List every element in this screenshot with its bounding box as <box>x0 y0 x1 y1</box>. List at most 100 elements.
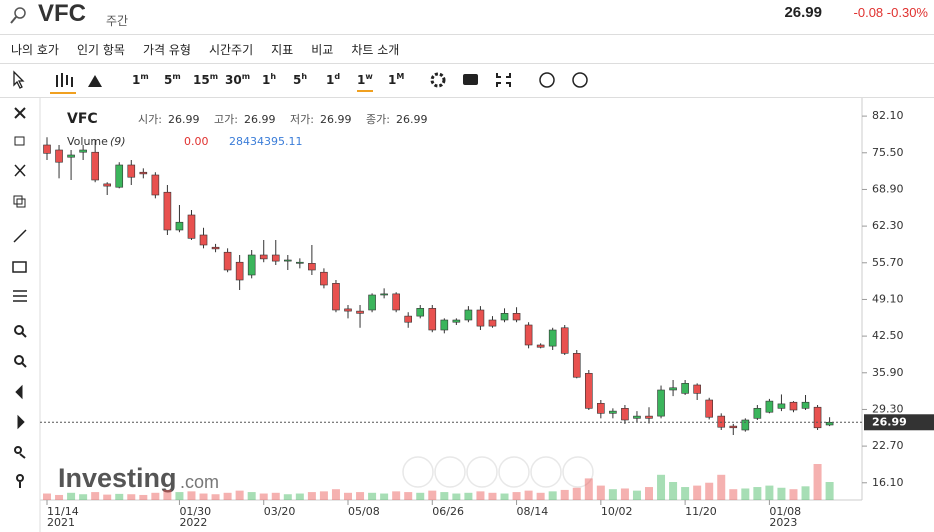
candle-body <box>440 319 449 331</box>
volume-bar <box>223 492 232 500</box>
fullscreen-icon[interactable] <box>496 73 511 87</box>
nav-buttons[interactable] <box>402 456 594 488</box>
drawing-tools[interactable] <box>12 107 27 488</box>
candle-body <box>416 308 425 317</box>
volume-bar <box>813 464 822 500</box>
change-value: -0.08 <box>853 5 884 20</box>
volume-bar <box>777 487 786 500</box>
candle-body <box>512 313 521 321</box>
x-tick-label: 01/30 <box>179 505 211 518</box>
interval[interactable]: 30m <box>225 72 250 87</box>
candle-body <box>259 254 268 260</box>
x-tick-label: 11/14 <box>47 505 79 518</box>
x-tick-label: 01/08 <box>769 505 801 518</box>
interval[interactable]: 1w <box>357 72 373 92</box>
candle-body <box>705 399 714 418</box>
legend-field-label: 저가: <box>290 113 314 126</box>
volume-bar <box>512 492 521 500</box>
upload-icon[interactable] <box>572 72 588 88</box>
volume-label: Volume <box>67 135 108 148</box>
candle-body <box>476 309 485 327</box>
download-icon[interactable] <box>539 72 555 88</box>
candle-body <box>548 329 557 347</box>
volume-bar <box>319 491 328 500</box>
volume-bar <box>271 492 280 500</box>
interval-number: 15 <box>193 73 210 87</box>
volume-value: 28434395.11 <box>229 135 302 148</box>
volume-bar <box>199 493 208 500</box>
logo-brand: Investing <box>58 463 177 493</box>
volume-bar <box>368 492 377 500</box>
x-tick-label: 11/20 <box>685 505 717 518</box>
candle-body <box>55 149 63 163</box>
legend-field-label: 종가: <box>366 113 390 126</box>
menu-item[interactable]: 시간주기 <box>208 43 254 57</box>
menu-item[interactable]: 나의 호가 <box>11 43 59 57</box>
candle-body <box>380 293 388 296</box>
candle-body <box>633 415 641 419</box>
volume-bar <box>67 492 76 500</box>
volume-bar <box>500 493 509 500</box>
candle-body <box>247 254 256 276</box>
menu-item[interactable]: 차트 소개 <box>351 43 400 57</box>
y-tick-label: 82.10 <box>872 109 904 122</box>
interval-number: 1 <box>326 73 335 87</box>
interval[interactable]: 1M <box>388 72 404 87</box>
candle-body <box>43 144 51 154</box>
candle-body <box>801 401 810 409</box>
volume-bar <box>620 488 629 500</box>
candle-body <box>813 406 822 429</box>
area-icon[interactable] <box>88 75 102 87</box>
y-tick-label: 55.70 <box>872 256 904 269</box>
volume-bar <box>380 493 389 500</box>
menu-item[interactable]: 지표 <box>271 43 294 57</box>
price: 26.99 <box>784 4 822 21</box>
candle-body <box>645 415 653 419</box>
candle-body <box>621 408 629 421</box>
candle-body <box>344 308 352 312</box>
volume-bar <box>765 485 774 500</box>
menu-item[interactable]: 인기 항목 <box>76 43 125 57</box>
settings-icon[interactable] <box>430 72 446 88</box>
candle-body <box>681 383 689 394</box>
volume-bar <box>175 492 184 500</box>
candle-body <box>235 261 244 281</box>
volume-bar <box>801 486 810 500</box>
candle-body <box>741 419 750 431</box>
candle-body <box>175 221 184 231</box>
volume-bar <box>283 494 292 500</box>
interval[interactable]: 1d <box>326 72 340 87</box>
menu-item[interactable]: 비교 <box>311 43 334 57</box>
candle-body <box>127 164 136 178</box>
search-icon[interactable] <box>8 5 30 27</box>
interval[interactable]: 1h <box>262 72 276 87</box>
last-price-tag <box>864 414 934 431</box>
interval[interactable]: 5h <box>293 72 307 87</box>
candle-body <box>609 410 617 414</box>
volume-bar <box>344 492 352 500</box>
x-year-label: 2021 <box>47 516 75 529</box>
camera-icon[interactable] <box>463 74 478 85</box>
logo-suffix: .com <box>180 472 219 492</box>
candle-icon[interactable] <box>56 73 73 87</box>
volume-bar <box>235 490 244 500</box>
interval[interactable]: 5m <box>164 72 181 87</box>
candle-body <box>669 387 677 391</box>
x-tick-label: 06/26 <box>432 505 464 518</box>
interval-number: 30 <box>225 73 242 87</box>
y-tick-label: 35.90 <box>872 366 904 379</box>
candle-body <box>597 403 605 414</box>
interval-unit: h <box>301 72 308 81</box>
candle-body <box>488 319 497 327</box>
candle-body <box>536 344 545 348</box>
legend-field-value: 26.99 <box>168 113 200 126</box>
legend-field-label: 시가: <box>138 113 162 126</box>
cursor-icon[interactable] <box>13 70 25 89</box>
legend-field-value: 26.99 <box>396 113 428 126</box>
menu-item[interactable]: 가격 유형 <box>142 43 191 57</box>
volume-bar <box>488 492 497 500</box>
interval[interactable]: 1m <box>132 72 149 87</box>
volume-bar <box>247 492 256 500</box>
interval[interactable]: 15m <box>193 72 218 87</box>
